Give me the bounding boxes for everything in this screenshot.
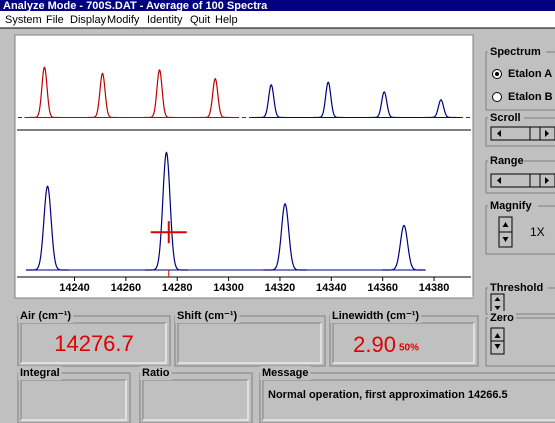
- spin-arrows: [494, 297, 501, 310]
- radio-label[interactable]: Etalon A: [508, 68, 552, 80]
- label-bg: [18, 309, 74, 323]
- window-title: Analyze Mode - 700S.DAT - Average of 100…: [3, 0, 268, 12]
- field: [20, 322, 167, 364]
- group-frame: [485, 317, 555, 367]
- group-frame: [485, 117, 555, 147]
- arrow-right: [545, 130, 549, 137]
- label-bg: [488, 199, 538, 213]
- magnify-group: Magnify 1X: [485, 199, 555, 255]
- field: [177, 322, 322, 364]
- field: [142, 379, 249, 421]
- x-tick-label: 14320: [265, 282, 296, 294]
- linewidth-percent: 50%: [399, 343, 419, 354]
- title-bar: [0, 0, 555, 11]
- menu-bar: [0, 11, 555, 28]
- label-bg: [488, 154, 524, 168]
- field-label: Message: [262, 367, 308, 379]
- spin-arrows: [502, 222, 509, 242]
- menu-item[interactable]: System: [5, 14, 42, 26]
- radio-dot: [495, 72, 499, 76]
- group-frame: [139, 372, 253, 423]
- threshold-group: Threshold: [485, 281, 555, 315]
- arrow-right: [545, 177, 549, 184]
- group-frame: [259, 372, 555, 423]
- group-frame: [17, 315, 171, 367]
- menu-item[interactable]: Identity: [147, 14, 183, 26]
- radio-label[interactable]: Etalon B: [508, 91, 553, 103]
- scroll-thumb[interactable]: [529, 126, 541, 141]
- group-label: Zero: [490, 312, 514, 324]
- arrow-left: [497, 130, 501, 137]
- linewidth-value: 2.90: [353, 332, 396, 357]
- label-bg: [330, 309, 422, 323]
- spin-button[interactable]: [490, 293, 505, 314]
- field-highlight: [21, 380, 127, 421]
- scroll-thumb[interactable]: [529, 173, 541, 188]
- x-tick-label: 14300: [213, 282, 244, 294]
- group-label: Spectrum: [490, 46, 541, 58]
- group-label: Range: [490, 155, 524, 167]
- label-bg: [488, 281, 548, 295]
- group-frame: [17, 372, 131, 423]
- zero-group: Zero: [485, 311, 555, 367]
- x-tick-label: 14280: [162, 282, 193, 294]
- label-bg: [488, 45, 546, 59]
- radio-group: Etalon A Etalon B: [492, 68, 553, 103]
- field: [262, 379, 555, 421]
- spectrum-group: Spectrum: [485, 45, 555, 111]
- x-tick-label: 14240: [59, 282, 90, 294]
- field-highlight: [263, 419, 555, 421]
- field-highlight: [21, 323, 167, 364]
- label-bg: [18, 366, 62, 380]
- x-tick-label: 14380: [419, 282, 450, 294]
- group-label: Threshold: [490, 282, 543, 294]
- field-highlight: [333, 323, 475, 364]
- x-tick-label: 14260: [111, 282, 142, 294]
- air-value: 14276.7: [54, 331, 134, 356]
- menu-item[interactable]: Modify: [107, 14, 140, 26]
- field-highlight: [143, 380, 249, 421]
- field-highlight: [178, 323, 322, 364]
- arrow-left: [497, 177, 501, 184]
- menu: System File Display Modify Identity Quit Help: [5, 14, 238, 26]
- field-label: Linewidth (cm⁻¹): [332, 310, 419, 322]
- radio[interactable]: [492, 92, 502, 102]
- field-label: Ratio: [142, 367, 170, 379]
- plot: 14240 14260 14280 14300 14320 14340 14360 14380: [18, 66, 470, 294]
- menu-item[interactable]: Quit: [190, 14, 210, 26]
- x-tick-label: 14360: [367, 282, 398, 294]
- field-label: Shift (cm⁻¹): [177, 310, 238, 322]
- plot-frame: [14, 34, 474, 299]
- spin-arrows: [494, 333, 501, 349]
- menu-item[interactable]: Display: [70, 14, 107, 26]
- group-label: Scroll: [490, 112, 521, 124]
- field-label: Integral: [20, 367, 60, 379]
- label-bg: [260, 366, 311, 380]
- group-label: Magnify: [490, 200, 532, 212]
- range-group: Range: [485, 154, 555, 194]
- field: [20, 379, 127, 421]
- label-bg: [140, 366, 172, 380]
- menu-item[interactable]: Help: [215, 14, 238, 26]
- x-tick-label: 14340: [316, 282, 347, 294]
- message-text: Normal operation, first approximation 14…: [268, 389, 508, 401]
- label-bg: [488, 111, 524, 125]
- menu-item[interactable]: File: [46, 14, 64, 26]
- magnify-value: 1X: [530, 225, 545, 239]
- group-frame: [174, 315, 326, 367]
- group-frame: [485, 160, 555, 194]
- scroll-group: Scroll: [485, 111, 555, 147]
- fields: Air (cm⁻¹) Shift (cm⁻¹) Linewidth (cm⁻¹) In…: [17, 309, 555, 423]
- label-bg: [175, 309, 240, 323]
- label-bg: [488, 311, 516, 325]
- field-label: Air (cm⁻¹): [20, 310, 71, 322]
